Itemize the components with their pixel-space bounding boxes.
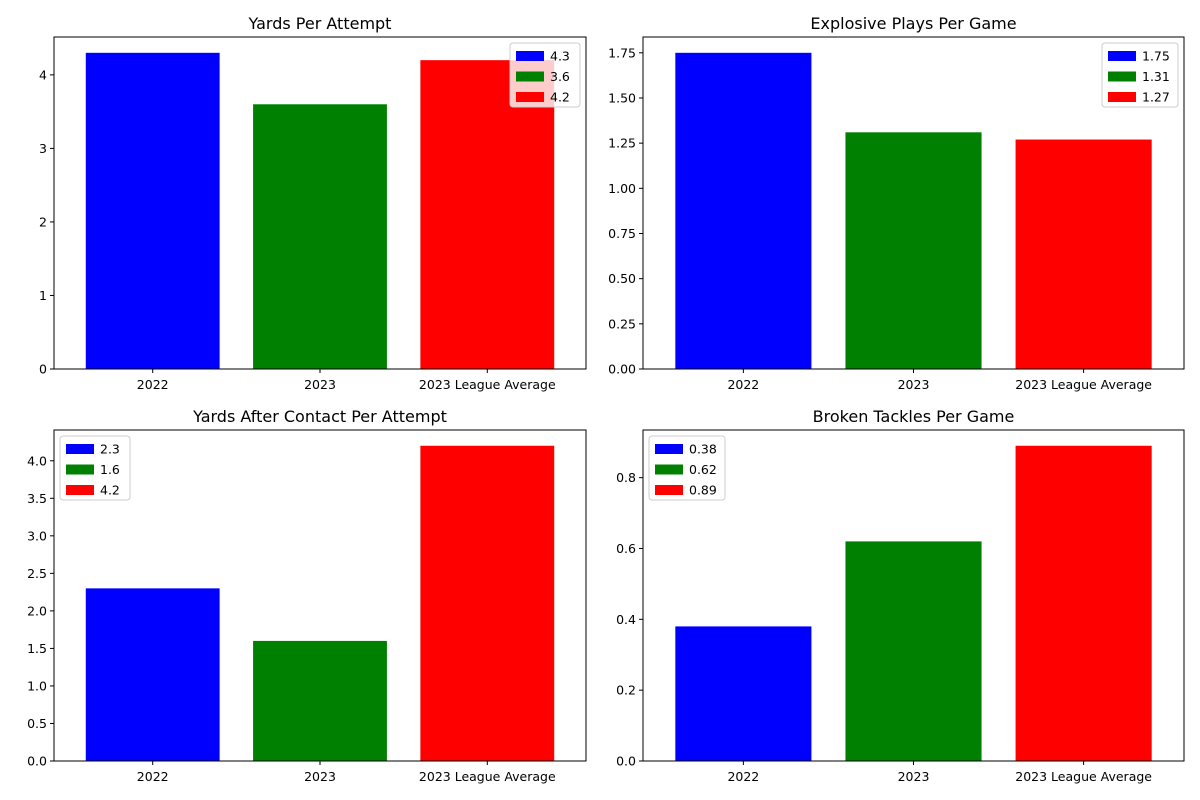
y-tick-label: 4.0 [27, 453, 47, 468]
y-tick-label: 0.75 [608, 226, 636, 241]
legend-swatch [1108, 51, 1136, 61]
legend-swatch [66, 485, 94, 495]
y-tick-label: 1.00 [608, 181, 636, 196]
legend-label: 4.3 [550, 49, 570, 64]
y-tick-label: 0.4 [616, 612, 636, 627]
legend-label: 1.6 [100, 462, 120, 477]
x-tick-label: 2022 [727, 769, 759, 784]
legend-swatch [516, 71, 544, 82]
bar-2023 [845, 132, 982, 369]
y-tick-label: 1.50 [608, 90, 636, 105]
y-tick-label: 2.0 [27, 603, 47, 618]
bar-2022 [85, 52, 220, 370]
legend-label: 4.2 [100, 483, 120, 498]
legend-swatch [516, 92, 544, 102]
x-tick-label: 2023 League Average [419, 377, 556, 392]
legend-label: 2.3 [100, 442, 120, 457]
legend-label: 0.89 [689, 483, 717, 498]
y-tick-label: 0.00 [608, 362, 636, 377]
bar-2023-league-average [420, 60, 555, 370]
y-tick-label: 3.5 [27, 491, 47, 506]
bar-2023 [253, 640, 387, 761]
y-tick-label: 1.75 [608, 45, 636, 60]
y-tick-label: 2.5 [27, 566, 47, 581]
y-tick-label: 0.0 [27, 754, 47, 769]
y-tick-label: 0.25 [608, 316, 636, 331]
legend-label: 3.6 [550, 69, 570, 84]
bar-2023-league-average [1015, 139, 1152, 369]
legend: 2.3 1.6 4.2 [59, 435, 131, 501]
legend-swatch [516, 51, 544, 61]
legend-swatch [66, 444, 94, 454]
legend-label: 4.2 [550, 90, 570, 105]
y-tick-label: 0.50 [608, 271, 636, 286]
y-tick-label: 2 [39, 214, 47, 229]
legend-swatch [655, 444, 683, 454]
x-tick-label: 2023 [304, 769, 336, 784]
bar-2022 [85, 588, 220, 761]
bar-2023-league-average [420, 445, 555, 761]
chart-title: Yards Per Attempt [248, 14, 392, 33]
legend-label: 1.75 [1142, 49, 1170, 64]
bar-2023 [253, 104, 387, 369]
bar-2023 [845, 541, 982, 761]
y-tick-label: 4 [39, 67, 47, 82]
y-tick-label: 3.0 [27, 528, 47, 543]
y-tick-label: 1 [39, 288, 47, 303]
x-tick-label: 2023 [898, 377, 930, 392]
chart-title: Broken Tackles Per Game [813, 407, 1015, 426]
chart-title: Yards After Contact Per Attempt [192, 407, 447, 426]
legend: 0.38 0.62 0.89 [648, 435, 726, 501]
legend-swatch [1108, 71, 1136, 82]
x-tick-label: 2022 [137, 377, 169, 392]
y-tick-label: 1.25 [608, 136, 636, 151]
y-tick-label: 1.5 [27, 641, 47, 656]
legend: 1.75 1.31 1.27 [1101, 42, 1179, 108]
y-tick-label: 3 [39, 141, 47, 156]
legend-label: 1.31 [1142, 69, 1170, 84]
x-tick-label: 2023 League Average [1015, 377, 1152, 392]
legend: 4.3 3.6 4.2 [509, 42, 581, 108]
bar-2023-league-average [1015, 445, 1152, 761]
legend-swatch [655, 485, 683, 495]
y-tick-label: 0.6 [616, 541, 636, 556]
y-tick-label: 0.5 [27, 716, 47, 731]
legend-label: 0.62 [689, 462, 717, 477]
chart-panel-3: Yards After Contact Per Attempt 0.0 0.5 1.0… [27, 407, 587, 784]
y-tick-label: 0.2 [616, 683, 636, 698]
legend-label: 0.38 [689, 442, 717, 457]
legend-swatch [1108, 92, 1136, 102]
x-tick-label: 2023 [304, 377, 336, 392]
y-tick-label: 0.0 [616, 754, 636, 769]
chart-panel-4: Broken Tackles Per Game 0.0 0.2 0.4 0.6 0.8 20… [616, 407, 1185, 784]
x-tick-label: 2022 [727, 377, 759, 392]
chart-panel-2: Explosive Plays Per Game 0.00 0.25 0.50 0.75… [608, 14, 1185, 392]
legend-label: 1.27 [1142, 90, 1170, 105]
x-tick-label: 2023 League Average [419, 769, 556, 784]
chart-panel-1: Yards Per Attempt 0 1 2 3 4 2022 2023 2023 Leagu… [39, 14, 587, 392]
chart-title: Explosive Plays Per Game [810, 14, 1016, 33]
bar-2022 [675, 52, 812, 370]
x-tick-label: 2023 League Average [1015, 769, 1152, 784]
y-tick-label: 0.8 [616, 470, 636, 485]
x-tick-label: 2023 [898, 769, 930, 784]
y-tick-label: 1.0 [27, 678, 47, 693]
x-tick-label: 2022 [137, 769, 169, 784]
legend-swatch [655, 464, 683, 475]
legend-swatch [66, 464, 94, 475]
bar-2022 [675, 626, 812, 761]
y-tick-label: 0 [39, 362, 47, 377]
